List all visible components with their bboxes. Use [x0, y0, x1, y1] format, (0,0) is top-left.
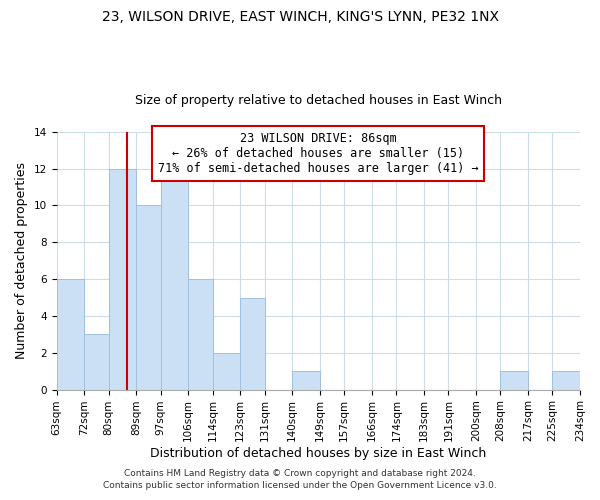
Bar: [188, 279, 212, 390]
Bar: [136, 206, 161, 390]
Bar: [161, 168, 188, 390]
Bar: [500, 371, 528, 390]
Title: Size of property relative to detached houses in East Winch: Size of property relative to detached ho…: [135, 94, 502, 107]
X-axis label: Distribution of detached houses by size in East Winch: Distribution of detached houses by size …: [150, 447, 487, 460]
Text: 23, WILSON DRIVE, EAST WINCH, KING'S LYNN, PE32 1NX: 23, WILSON DRIVE, EAST WINCH, KING'S LYN…: [101, 10, 499, 24]
Bar: [240, 298, 265, 390]
Text: Contains HM Land Registry data © Crown copyright and database right 2024.
Contai: Contains HM Land Registry data © Crown c…: [103, 468, 497, 490]
Text: 23 WILSON DRIVE: 86sqm
← 26% of detached houses are smaller (15)
71% of semi-det: 23 WILSON DRIVE: 86sqm ← 26% of detached…: [158, 132, 479, 175]
Bar: [553, 371, 580, 390]
Bar: [109, 168, 136, 390]
Bar: [84, 334, 109, 390]
Bar: [212, 353, 240, 390]
Bar: [56, 279, 84, 390]
Bar: [292, 371, 320, 390]
Y-axis label: Number of detached properties: Number of detached properties: [15, 162, 28, 359]
